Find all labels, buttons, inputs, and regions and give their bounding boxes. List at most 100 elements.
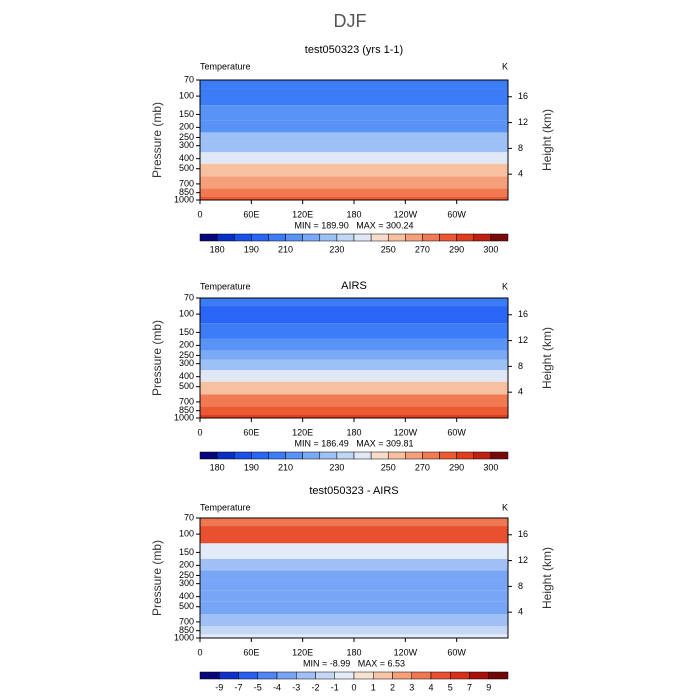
colorbar-box (216, 233, 235, 242)
x-tick-label: 120E (292, 209, 313, 219)
x-tick-label: 120E (292, 647, 313, 657)
field-band (200, 350, 508, 360)
field-band (200, 558, 508, 571)
y2-tick-label: 12 (518, 117, 528, 127)
field-band (200, 105, 508, 121)
field-band (200, 163, 508, 177)
colorbar-label: 190 (244, 462, 259, 472)
colorbar-label: 0 (351, 682, 356, 692)
x-tick-label: 120W (394, 647, 418, 657)
y-tick-label: 500 (179, 601, 194, 611)
field-band (200, 626, 508, 635)
colorbar-label: 230 (329, 244, 344, 254)
colorbar-box (473, 233, 492, 242)
colorbar-label: 290 (449, 462, 464, 472)
colorbar-box (319, 233, 338, 242)
field-band (200, 359, 508, 371)
colorbar-box (216, 451, 235, 460)
colorbar-box (405, 233, 423, 242)
y-tick-label: 70 (184, 292, 194, 302)
colorbar-box (268, 451, 286, 460)
x-tick-label: 60W (447, 209, 466, 219)
colorbar-label: -7 (234, 682, 242, 692)
field-band (200, 120, 508, 133)
colorbar-label: 190 (244, 244, 259, 254)
field-label: Temperature (200, 61, 251, 71)
y2-tick-label: 12 (518, 335, 528, 345)
y-tick-label: 100 (179, 528, 194, 538)
unit-label: K (502, 502, 508, 512)
colorbar-label: 270 (415, 462, 430, 472)
colorbar-box (276, 671, 297, 680)
field-band (200, 141, 508, 153)
colorbar-box (373, 671, 393, 680)
colorbar-box (336, 451, 355, 460)
field-band (200, 526, 508, 544)
field-band (200, 406, 508, 415)
unit-label: K (502, 281, 508, 291)
colorbar-label: 250 (381, 462, 396, 472)
field-band (200, 298, 508, 307)
y-tick-label: 150 (179, 327, 194, 337)
y-axis-label: Pressure (mb) (150, 320, 164, 396)
colorbar-box (199, 451, 218, 460)
panel-title: test050323 - AIRS (309, 485, 398, 497)
y-tick-label: 250 (179, 350, 194, 360)
y-tick-label: 200 (179, 340, 194, 350)
y2-axis-label: Height (km) (540, 109, 554, 171)
field-band (200, 590, 508, 602)
colorbar-box (370, 233, 389, 242)
field-band (200, 338, 508, 351)
x-tick-label: 0 (197, 647, 202, 657)
colorbar-box (473, 451, 492, 460)
colorbar-box (422, 451, 440, 460)
colorbar-label: 4 (428, 682, 433, 692)
colorbar-box (315, 671, 335, 680)
y2-tick-label: 8 (518, 581, 523, 591)
colorbar-label: 180 (210, 244, 225, 254)
x-tick-label: 60W (447, 647, 466, 657)
y2-axis-label: Height (km) (540, 547, 554, 609)
colorbar-box (392, 671, 412, 680)
y-tick-label: 70 (184, 74, 194, 84)
y-tick-label: 1000 (174, 632, 194, 642)
y-axis-label: Pressure (mb) (150, 102, 164, 178)
y-tick-label: 200 (179, 122, 194, 132)
y2-tick-label: 8 (518, 361, 523, 371)
colorbar-box (411, 671, 432, 680)
colorbar-box (422, 233, 440, 242)
colorbar-box (219, 671, 239, 680)
field-band (200, 88, 508, 106)
field-band (200, 323, 508, 339)
colorbar-box (488, 671, 509, 680)
colorbar-label: -5 (254, 682, 262, 692)
colorbar-box (199, 233, 218, 242)
field-band (200, 370, 508, 382)
field-band (200, 414, 508, 418)
y-tick-label: 700 (179, 396, 194, 406)
field-band (200, 306, 508, 324)
colorbar-label: 9 (486, 682, 491, 692)
colorbar-label: 210 (278, 462, 293, 472)
y-tick-label: 400 (179, 371, 194, 381)
colorbar-label: 1 (371, 682, 376, 692)
field-band (200, 614, 508, 627)
colorbar-box (285, 233, 303, 242)
colorbar-label: 230 (329, 462, 344, 472)
colorbar-label: 3 (409, 682, 414, 692)
y-tick-label: 100 (179, 308, 194, 318)
y-tick-label: 150 (179, 547, 194, 557)
colorbar-label: 180 (210, 462, 225, 472)
colorbar-label: 300 (483, 244, 498, 254)
colorbar-box (302, 233, 321, 242)
colorbar-box (439, 233, 457, 242)
colorbar-box (251, 233, 269, 242)
colorbar-box (268, 233, 286, 242)
x-tick-label: 180 (346, 427, 361, 437)
colorbar-box (233, 451, 252, 460)
y-tick-label: 1000 (174, 194, 194, 204)
x-tick-label: 180 (346, 209, 361, 219)
y-tick-label: 1000 (174, 412, 194, 422)
colorbar-box (456, 451, 475, 460)
